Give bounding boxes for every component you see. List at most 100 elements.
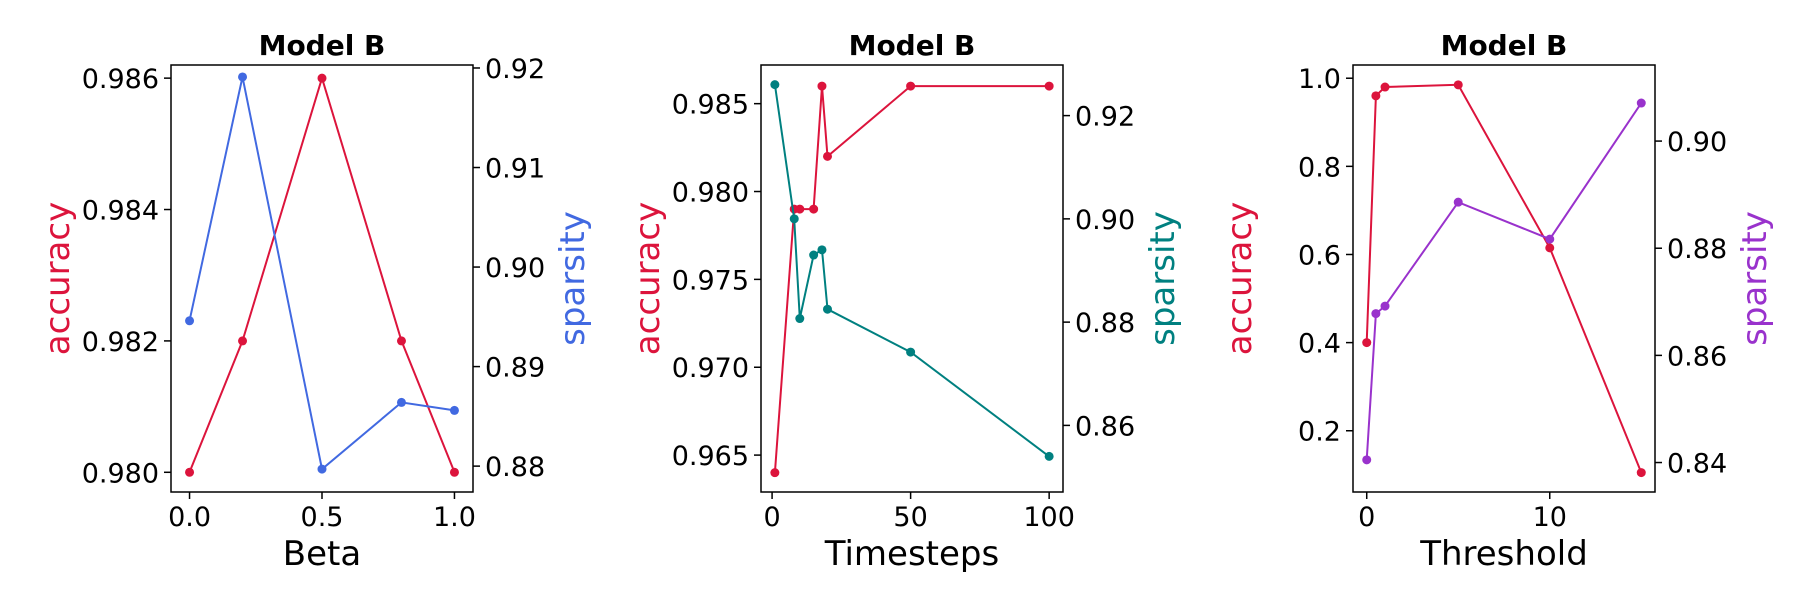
y2-tick-label: 0.92	[485, 54, 545, 85]
data-point	[449, 405, 459, 415]
data-point	[1362, 338, 1372, 348]
data-point	[809, 204, 819, 214]
data-point	[1636, 98, 1646, 108]
chart-title: Model B	[259, 29, 386, 62]
y2-axis-label: sparsity	[1735, 211, 1775, 346]
series-line	[1365, 102, 1643, 460]
subplot-2: Model B 0 50 100 0.965 0.970 0.975 0.980 0.985 0.…	[628, 29, 1183, 574]
series-1	[185, 73, 459, 477]
data-point	[238, 336, 248, 346]
y2-tick-label: 0.88	[485, 452, 545, 483]
x-tick-label: 0.0	[168, 502, 211, 533]
y2-tick-label: 0.86	[1075, 411, 1135, 442]
y-tick-label: 1.0	[1298, 64, 1341, 95]
data-point	[449, 467, 459, 477]
y-tick-label: 0.6	[1298, 240, 1341, 271]
series-line	[188, 76, 455, 471]
y2-tick-label: 0.90	[1667, 127, 1727, 158]
y-tick-label: 0.980	[82, 458, 159, 489]
data-point	[795, 314, 805, 324]
subplot-1: Model B 0.0 0.5 1.0 0.980 0.982 0.984 0.986 0.88…	[38, 29, 593, 574]
data-point	[396, 397, 406, 407]
chart-title: Model B	[1441, 29, 1568, 62]
y-tick-label: 0.986	[82, 64, 159, 95]
data-point	[789, 214, 799, 224]
data-point	[906, 81, 916, 91]
series-line	[773, 84, 1050, 458]
y-tick-label: 0.985	[672, 90, 749, 121]
data-point	[238, 72, 248, 82]
y-axis-label: accuracy	[628, 202, 668, 355]
data-point	[396, 336, 406, 346]
data-point	[1453, 80, 1463, 90]
y-axis-label: accuracy	[38, 202, 78, 355]
data-point	[1371, 309, 1381, 319]
data-point	[317, 73, 327, 83]
data-point	[1371, 91, 1381, 101]
data-point	[1362, 455, 1372, 465]
x-tick-label: 0.5	[301, 502, 344, 533]
x-axis-label: Beta	[283, 534, 361, 574]
y-axis-label: accuracy	[1220, 202, 1260, 355]
data-point	[822, 304, 832, 314]
x-tick-label: 100	[1023, 502, 1075, 533]
data-point	[1636, 468, 1646, 478]
x-tick-label: 10	[1533, 502, 1567, 533]
data-point	[1380, 82, 1390, 92]
series-2	[1362, 98, 1646, 465]
x-tick-label: 0	[763, 502, 780, 533]
x-axis-label: Timesteps	[824, 534, 999, 574]
y-tick-label: 0.2	[1298, 417, 1341, 448]
y-tick-label: 0.965	[672, 441, 749, 472]
data-point	[1545, 243, 1555, 253]
data-point	[185, 316, 195, 326]
y2-tick-label: 0.88	[1075, 308, 1135, 339]
y-tick-label: 0.8	[1298, 152, 1341, 183]
series-2	[185, 72, 459, 474]
y-tick-label: 0.982	[82, 327, 159, 358]
y2-tick-label: 0.92	[1075, 102, 1135, 133]
y-tick-label: 0.975	[672, 265, 749, 296]
data-point	[817, 81, 827, 91]
series-line	[773, 85, 1050, 473]
y2-tick-label: 0.88	[1667, 234, 1727, 265]
axes-frame	[760, 64, 1064, 493]
x-axis-label: Threshold	[1419, 534, 1588, 574]
x-tick-label: 0	[1358, 502, 1375, 533]
data-point	[809, 250, 819, 260]
data-point	[317, 464, 327, 474]
series-1	[1362, 80, 1646, 478]
y2-tick-label: 0.84	[1667, 449, 1727, 480]
series-1	[770, 81, 1054, 478]
series-2	[770, 80, 1054, 461]
series-line	[1365, 83, 1643, 473]
data-point	[1380, 301, 1390, 311]
data-point	[185, 467, 195, 477]
data-point	[906, 347, 916, 357]
data-point	[770, 80, 780, 90]
x-tick-label: 50	[893, 502, 927, 533]
y2-tick-label: 0.89	[485, 353, 545, 384]
axes-frame	[1352, 64, 1656, 493]
y2-tick-label: 0.90	[485, 253, 545, 284]
y2-tick-label: 0.90	[1075, 205, 1135, 236]
y-tick-label: 0.984	[82, 196, 159, 227]
chart-title: Model B	[849, 29, 976, 62]
y2-tick-label: 0.86	[1667, 341, 1727, 372]
data-point	[822, 151, 832, 161]
data-point	[795, 204, 805, 214]
y2-tick-label: 0.91	[485, 154, 545, 185]
data-point	[1453, 197, 1463, 207]
x-tick-label: 1.0	[433, 502, 476, 533]
data-point	[817, 245, 827, 255]
data-point	[1044, 451, 1054, 461]
y2-axis-label: sparsity	[1143, 211, 1183, 346]
y2-axis-label: sparsity	[553, 211, 593, 346]
data-point	[1044, 81, 1054, 91]
y-tick-label: 0.4	[1298, 329, 1341, 360]
y-tick-label: 0.980	[672, 178, 749, 209]
subplot-3: Model B 0 10 0.2 0.4 0.6 0.8 1.0 0.84 0.86 0.88 0.9…	[1220, 29, 1775, 574]
y-tick-label: 0.970	[672, 353, 749, 384]
axes-frame	[170, 64, 474, 493]
